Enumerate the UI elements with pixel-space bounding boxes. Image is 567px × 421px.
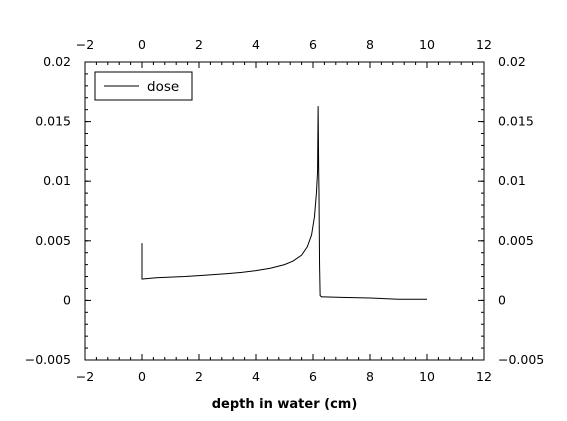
y-tick-label-right: 0.015	[498, 114, 534, 129]
plot-frame	[84, 61, 485, 361]
tick-labels: −2 −2 0 0 2 2 4 4 6 6 8 8 10 10 12 12 −0.005 −0.005 0 0 0.00…	[25, 37, 545, 384]
series-line-dose	[141, 106, 427, 300]
y-tick-label-right: 0.01	[498, 173, 526, 188]
y-tick-label: 0.015	[35, 114, 71, 129]
y-tick-label: 0.01	[43, 173, 71, 188]
x-tick-label: 6	[309, 369, 317, 384]
x-tick-label-top: 2	[195, 37, 203, 52]
y-tick-label: −0.005	[25, 352, 71, 367]
x-tick-label-top: 6	[309, 37, 317, 52]
y-tick-label-right: 0	[498, 292, 506, 307]
y-tick-label-right: 0.02	[498, 54, 526, 69]
x-tick-label-top: 10	[419, 37, 435, 52]
y-tick-label: 0	[63, 292, 71, 307]
x-tick-label: 10	[419, 369, 435, 384]
x-axis-label: depth in water (cm)	[212, 397, 358, 412]
x-tick-label-top: 8	[366, 37, 374, 52]
x-tick-label-top: −2	[76, 37, 94, 52]
axis-ticks	[84, 61, 485, 361]
x-tick-label: 2	[195, 369, 203, 384]
legend: dose	[94, 71, 193, 101]
x-tick-label: −2	[76, 369, 94, 384]
y-tick-label: 0.02	[43, 54, 71, 69]
legend-label-dose: dose	[147, 79, 179, 95]
x-tick-label: 0	[138, 369, 146, 384]
x-tick-label-top: 4	[252, 37, 260, 52]
x-tick-label: 8	[366, 369, 374, 384]
x-tick-label: 4	[252, 369, 260, 384]
x-tick-label-top: 0	[138, 37, 146, 52]
y-tick-label: 0.005	[35, 233, 71, 248]
x-tick-label: 12	[476, 369, 492, 384]
y-tick-label-right: −0.005	[498, 352, 544, 367]
x-tick-label-top: 12	[476, 37, 492, 52]
y-tick-label-right: 0.005	[498, 233, 534, 248]
